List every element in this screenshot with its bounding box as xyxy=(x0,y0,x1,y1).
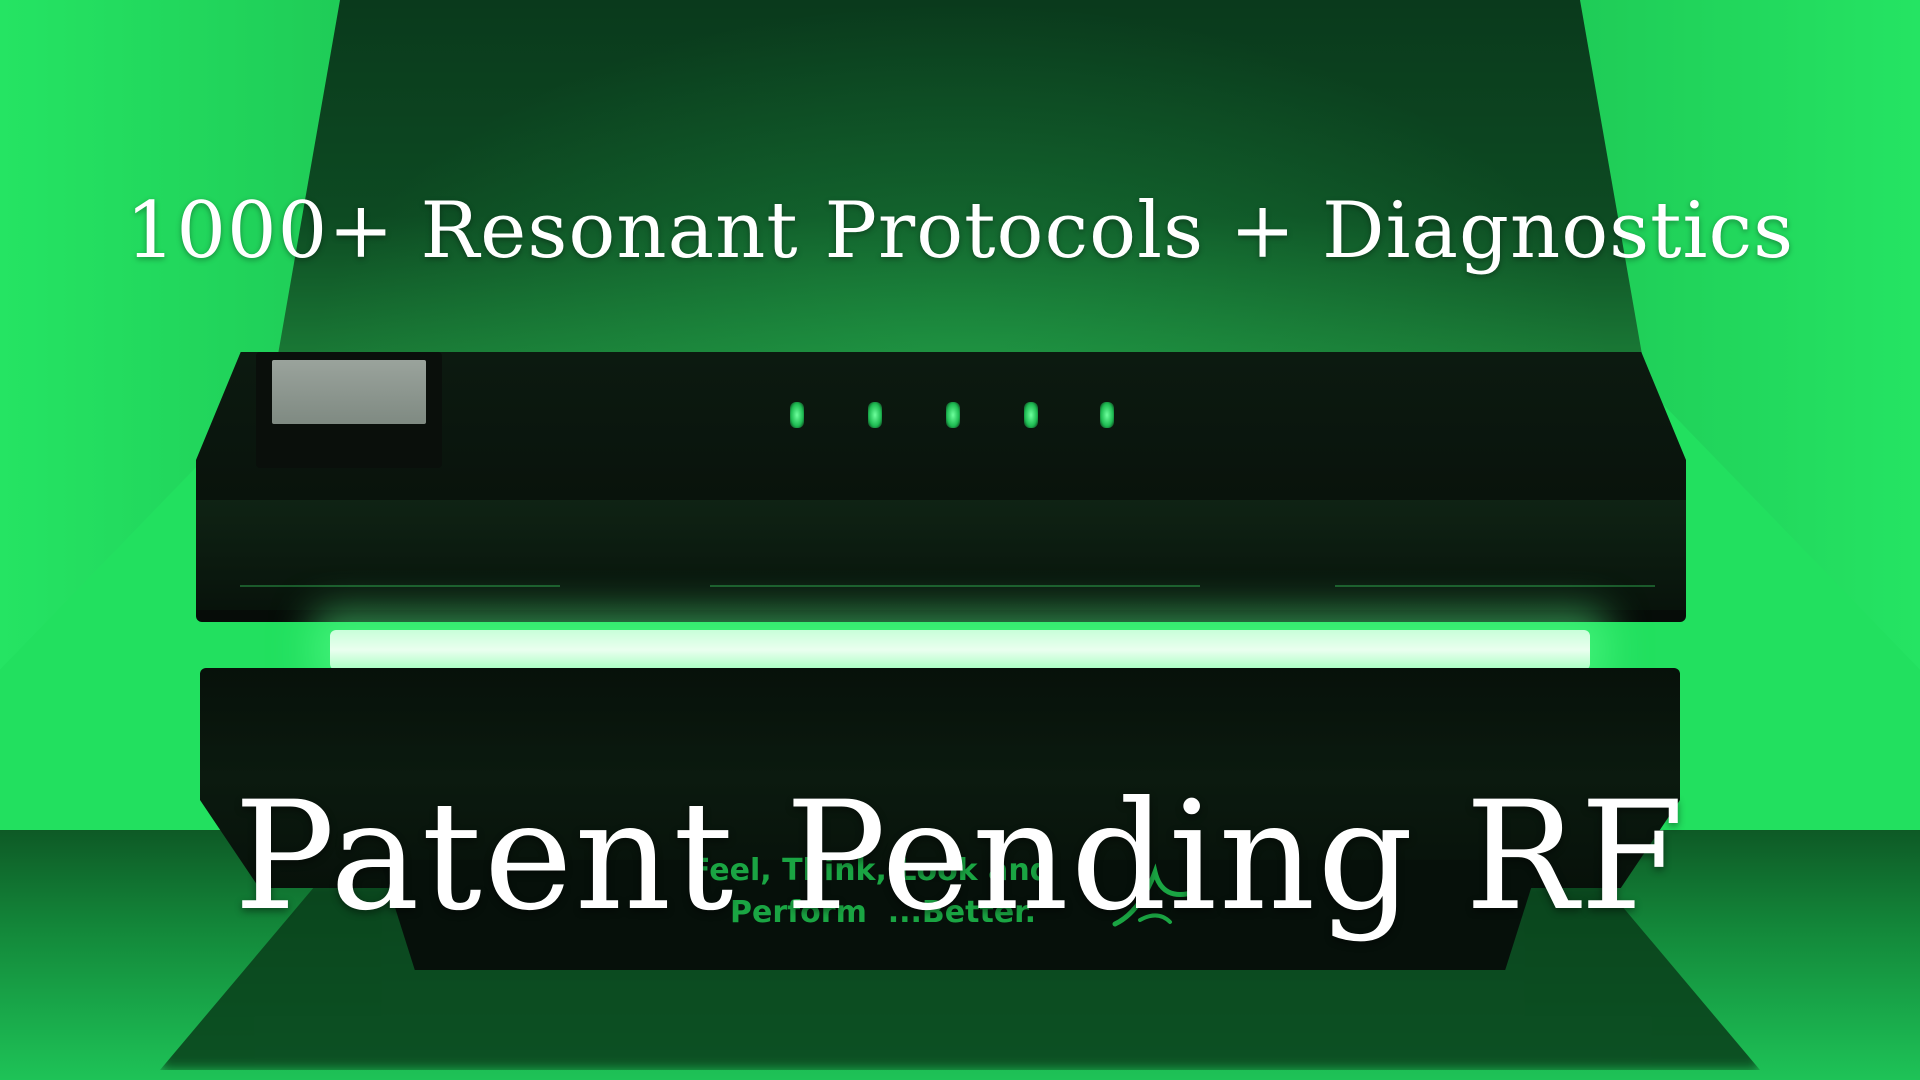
device-logo-icon xyxy=(1112,863,1198,927)
device-top-band xyxy=(196,500,1686,610)
control-screen[interactable] xyxy=(272,360,426,424)
ceiling-glow xyxy=(300,0,1620,380)
headline: 1000+ Resonant Protocols + Diagnostics xyxy=(125,186,1795,276)
device-trim-line xyxy=(1335,585,1655,587)
device-bed xyxy=(200,668,1680,888)
led-light xyxy=(1100,402,1114,428)
slogan-line-2: Perform ...Better. xyxy=(730,895,1037,930)
led-light xyxy=(868,402,882,428)
led-light xyxy=(1024,402,1038,428)
slogan-line-1: Feel, Think, Look and xyxy=(690,853,1052,888)
led-light xyxy=(946,402,960,428)
back-wall xyxy=(270,0,1650,360)
led-row xyxy=(790,398,1120,438)
glowing-light-bar xyxy=(330,630,1590,670)
device-base xyxy=(380,860,1540,970)
device-trim-line xyxy=(710,585,1200,587)
device-trim-line xyxy=(240,585,560,587)
subheadline: Patent Pending RF xyxy=(233,770,1687,944)
device-slogan: Feel, Think, Look and Perform ...Better. xyxy=(690,850,1051,934)
led-light xyxy=(790,402,804,428)
